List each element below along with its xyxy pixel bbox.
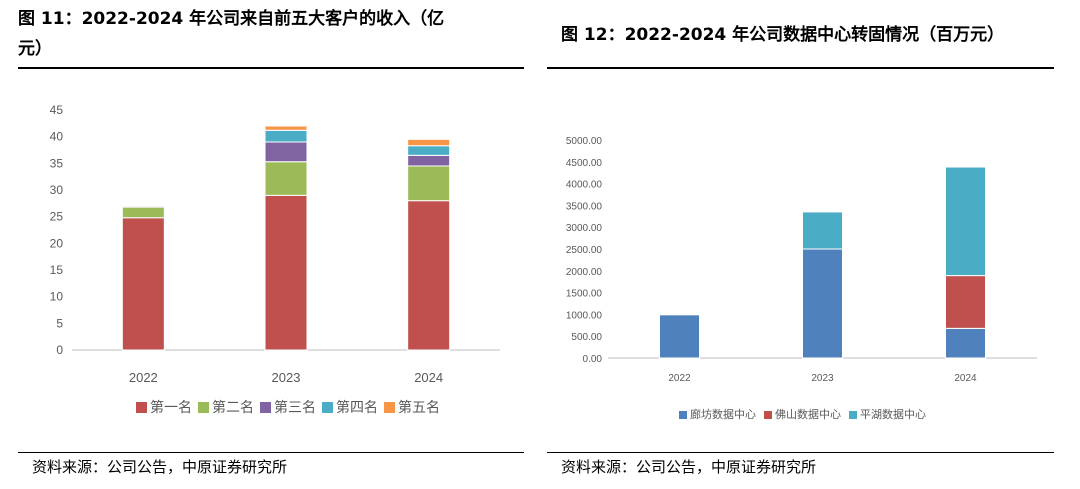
y-tick-label: 15 (50, 263, 64, 277)
datacenter-capitalization-chart: 0.00 500.00 1000.00 1500.00 2000.00 2500.00 30… (566, 136, 1037, 421)
x-tick-label: 2022 (129, 370, 158, 385)
x-tick-label: 2022 (668, 373, 691, 384)
y-tick-label: 45 (50, 103, 64, 117)
legend-swatch (260, 402, 271, 413)
figure-title: 图 12：2022-2024 年公司数据中心转固情况（百万元） (561, 25, 1005, 45)
bar-segment (121, 217, 165, 351)
bar-segment (121, 206, 165, 219)
y-tick-label: 10 (50, 290, 64, 304)
y-tick-label: 1000.00 (566, 310, 603, 321)
legend-swatch (849, 411, 857, 419)
title-divider (18, 67, 524, 69)
figure-12: 图 12：2022-2024 年公司数据中心转固情况（百万元） 0.00 500.… (547, 0, 1054, 489)
y-tick-label: 35 (50, 156, 64, 170)
legend-label: 平湖数据中心 (860, 407, 926, 421)
bar-segment (407, 138, 451, 147)
legend: 第一名 第二名 第三名 第四名 第五名 (136, 399, 440, 415)
y-tick-label: 1500.00 (566, 289, 603, 300)
y-tick-label: 5 (56, 316, 63, 330)
bar-segment (264, 125, 308, 131)
y-tick-label: 5000.00 (566, 136, 603, 147)
legend-label: 廊坊数据中心 (690, 407, 756, 421)
source-note: 资料来源：公司公告，中原证券研究所 (32, 458, 288, 476)
bar-segment (407, 154, 451, 167)
bar-segment (945, 166, 986, 277)
source-divider (547, 452, 1054, 453)
figure-title-line-1: 图 11：2022-2024 年公司来自前五大客户的收入（亿 (18, 9, 445, 29)
y-tick-label: 500.00 (571, 332, 602, 343)
legend-label: 第四名 (336, 399, 378, 415)
y-tick-label: 0.00 (583, 354, 603, 365)
figure-title: 图 11：2022-2024 年公司来自前五大客户的收入（亿 元） (18, 4, 524, 64)
y-tick-label: 3500.00 (566, 201, 603, 212)
y-tick-label: 2000.00 (566, 267, 603, 278)
y-tick-label: 3000.00 (566, 223, 603, 234)
y-tick-label: 40 (50, 130, 64, 144)
y-tick-label: 2500.00 (566, 245, 603, 256)
bar-segment (264, 141, 308, 163)
bar-segment (264, 161, 308, 196)
source-note: 资料来源：公司公告，中原证券研究所 (561, 458, 817, 476)
bar-segment (121, 204, 165, 206)
legend-swatch (679, 411, 687, 419)
legend-swatch (384, 402, 395, 413)
legend-label: 第二名 (212, 399, 254, 415)
bar-segment (407, 165, 451, 202)
legend: 廊坊数据中心 佛山数据中心 平湖数据中心 (679, 407, 926, 421)
bar-segment (407, 145, 451, 156)
bar-segment (659, 314, 700, 359)
figure-title-line-2: 元） (18, 39, 52, 59)
x-tick-label: 2024 (414, 370, 443, 385)
x-tick-label: 2023 (272, 370, 301, 385)
bar-segment (945, 275, 986, 329)
legend-swatch (198, 402, 209, 413)
title-divider (547, 67, 1054, 69)
bar-segment (264, 129, 308, 143)
figure-11: 图 11：2022-2024 年公司来自前五大客户的收入（亿 元） 0 5 10 15… (18, 0, 524, 489)
y-tick-label: 4000.00 (566, 180, 603, 191)
y-tick-label: 0 (56, 343, 63, 357)
bar-segment (945, 327, 986, 359)
bar-segment (802, 248, 843, 359)
y-tick-label: 25 (50, 210, 64, 224)
legend-label: 第三名 (274, 399, 316, 415)
y-tick-label: 30 (50, 183, 64, 197)
customer-revenue-chart: 0510152025303540452022 2023 2024第一名 第二名 第三名第… (50, 103, 500, 415)
legend-label: 第一名 (150, 399, 192, 415)
legend-label: 第五名 (398, 399, 440, 415)
y-tick-label: 20 (50, 236, 64, 250)
legend-label: 佛山数据中心 (775, 407, 841, 421)
source-divider (18, 452, 524, 453)
legend-swatch (764, 411, 772, 419)
legend-swatch (322, 402, 333, 413)
bar-segment (802, 211, 843, 250)
y-tick-label: 4500.00 (566, 158, 603, 169)
bar-segment (264, 194, 308, 351)
x-tick-label: 2023 (811, 373, 834, 384)
x-tick-label: 2024 (954, 373, 977, 384)
legend-swatch (136, 402, 147, 413)
bar-segment (407, 200, 451, 351)
